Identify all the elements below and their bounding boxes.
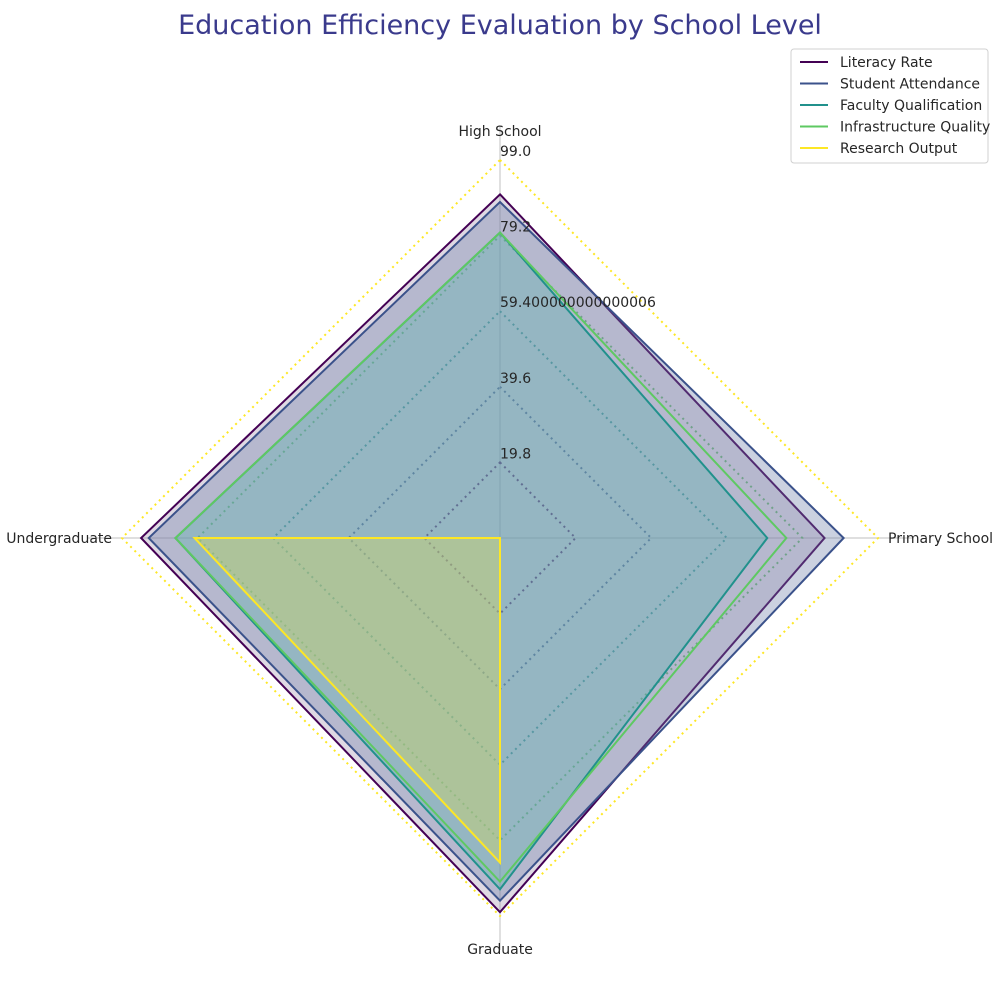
axis-label: Primary School	[888, 531, 993, 547]
legend-label: Infrastructure Quality	[840, 120, 990, 136]
axis-label: High School	[458, 124, 541, 140]
series-area	[141, 194, 825, 913]
series-line	[147, 200, 846, 903]
tick-label: 79.2	[500, 220, 531, 236]
legend-label: Faculty Qualification	[840, 98, 982, 114]
radial-tick-labels: 19.8 39.6 59.400000000000006 79.2 99.0	[500, 144, 656, 462]
legend-label: Literacy Rate	[840, 55, 933, 71]
tick-label: 39.6	[500, 371, 531, 387]
legend-box	[790, 48, 989, 164]
series-line	[192, 537, 501, 866]
series-area	[148, 202, 844, 901]
legend: Literacy Rate Student Attendance Faculty Q…	[790, 48, 990, 164]
axis-label: Graduate	[467, 942, 533, 958]
axis-label: Undergraduate	[6, 531, 112, 547]
series-area	[175, 232, 768, 890]
series-line	[139, 192, 826, 914]
axis-labels: High School Primary School Graduate Undergr…	[6, 124, 993, 958]
tick-label: 59.400000000000006	[500, 295, 656, 311]
chart-title: Education Efficiency Evaluation by Schoo…	[178, 10, 822, 41]
tick-label: 99.0	[500, 144, 531, 160]
legend-label: Research Output	[840, 141, 958, 157]
tick-label: 19.8	[500, 446, 531, 462]
grid-ring	[271, 309, 729, 767]
series-line	[174, 231, 788, 884]
legend-label: Student Attendance	[840, 77, 980, 93]
grid-ring	[120, 158, 880, 918]
radar-series	[139, 192, 846, 914]
